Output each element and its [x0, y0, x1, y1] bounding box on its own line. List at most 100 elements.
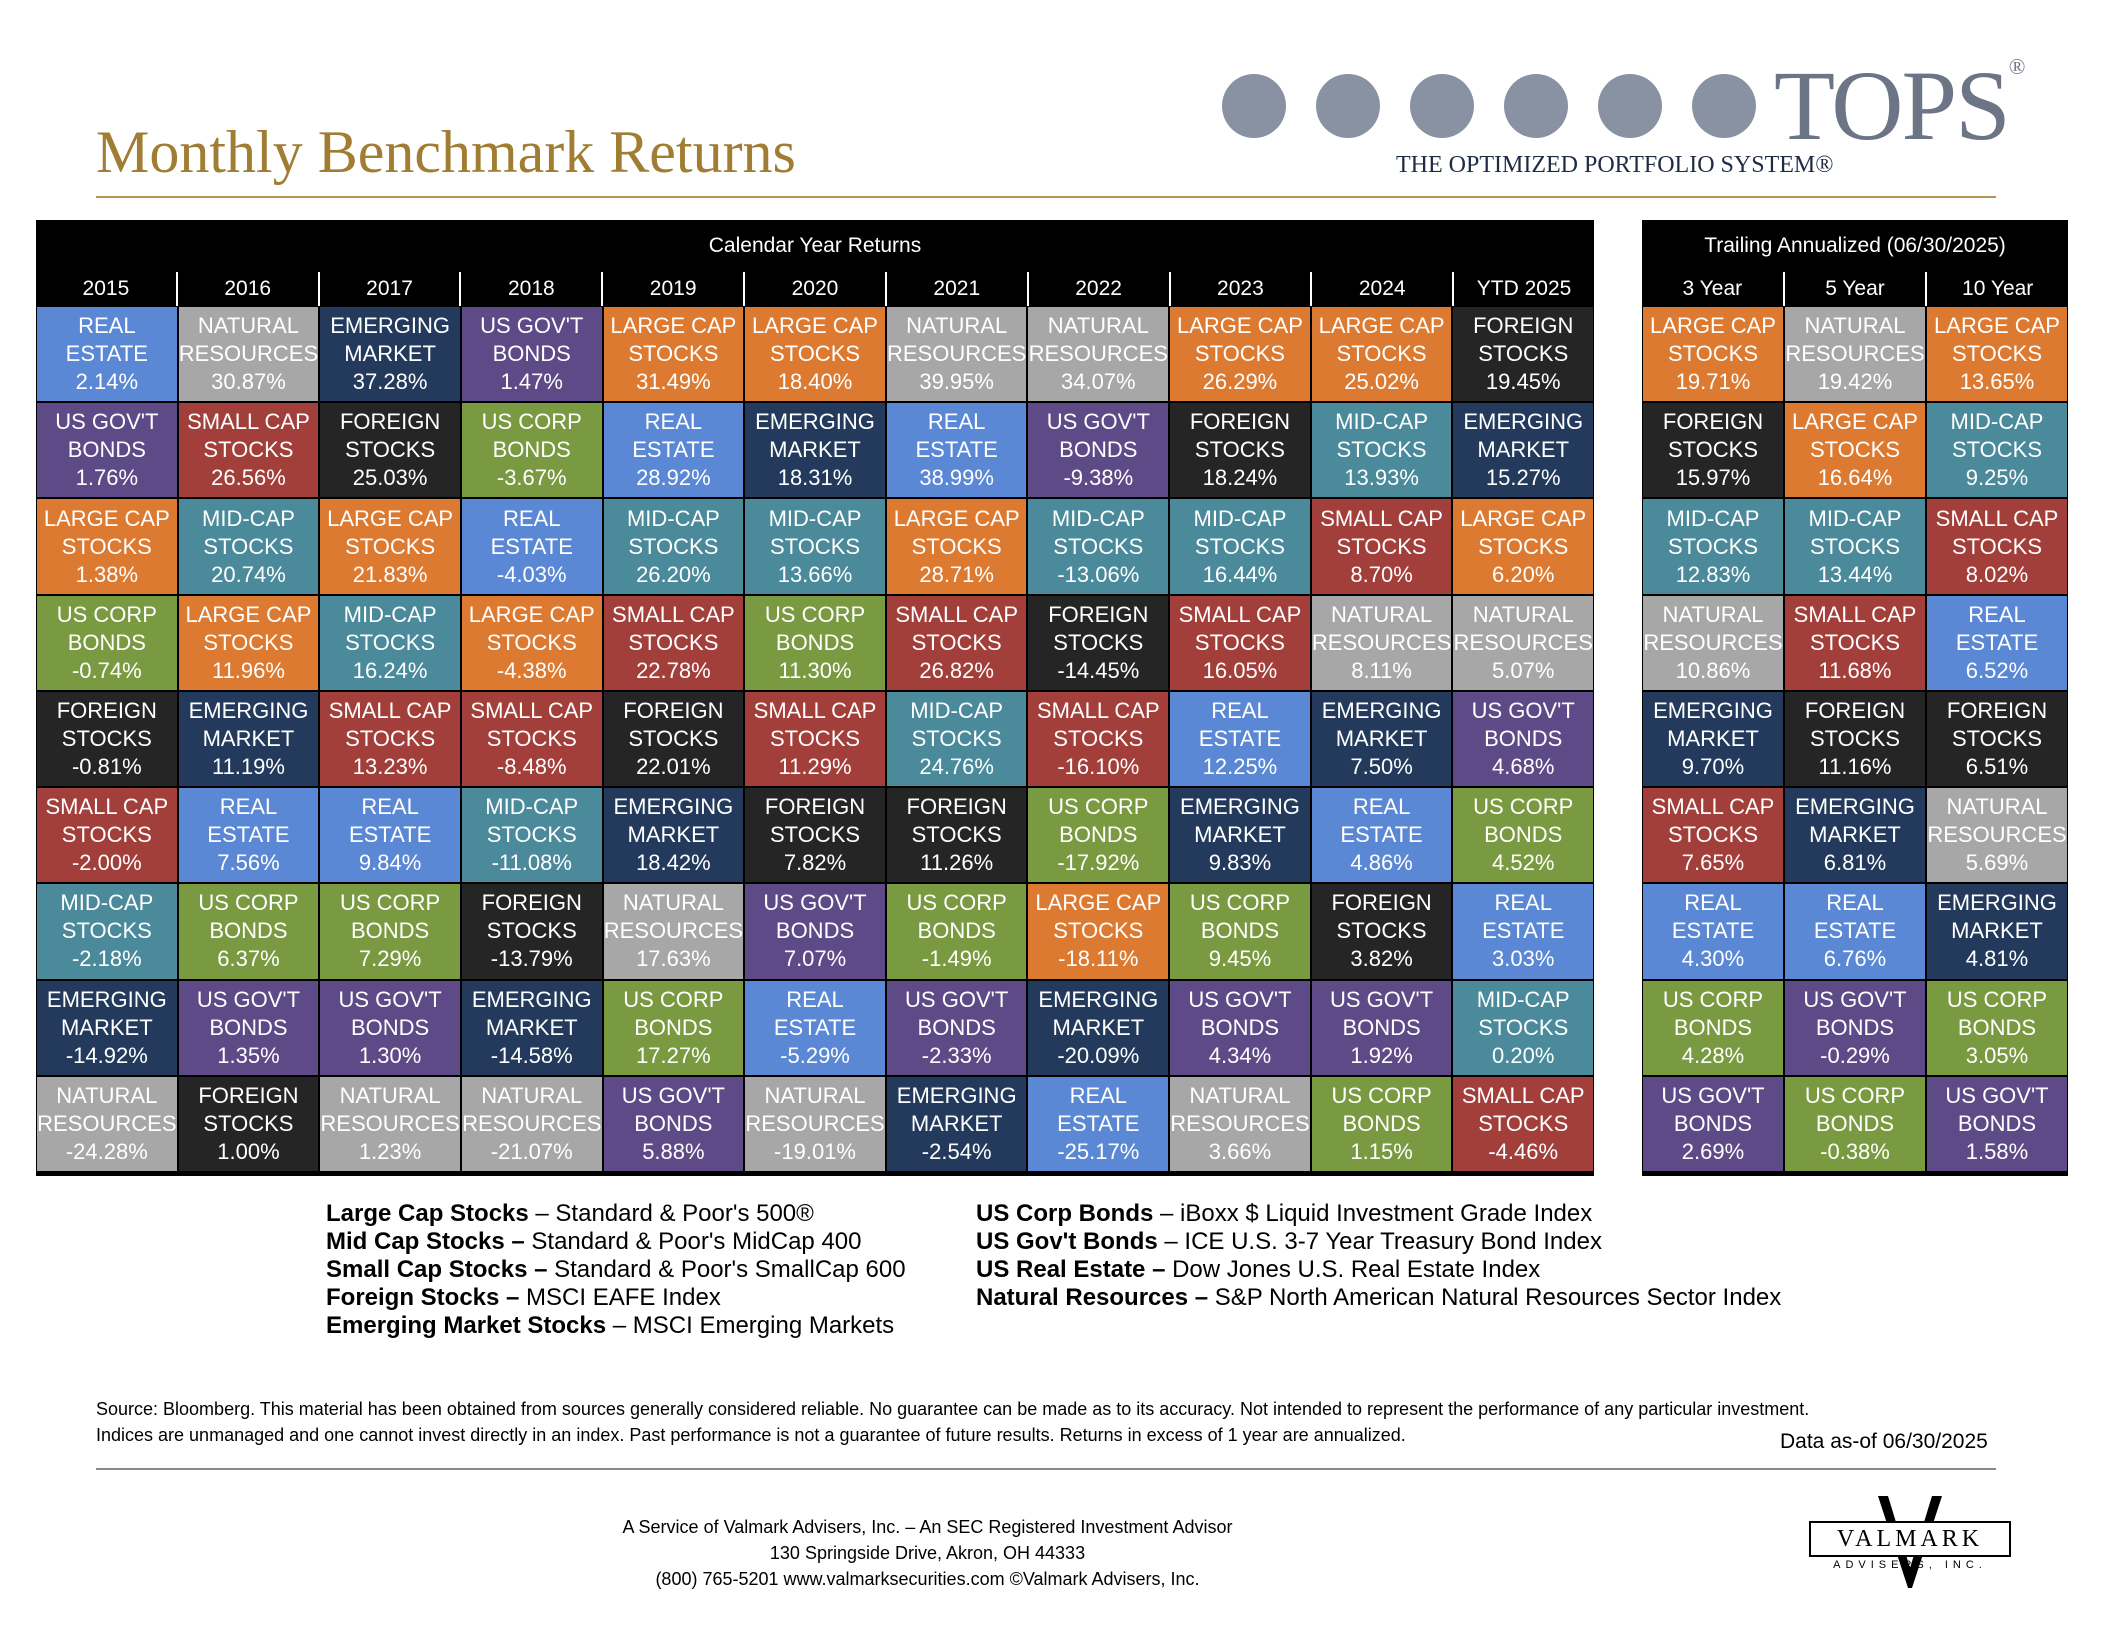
legend-entry: US Corp Bonds – iBoxx $ Liquid Investmen…	[976, 1200, 1781, 1228]
asset-label: SMALL CAP	[612, 601, 735, 627]
legend-asset: US Real Estate –	[976, 1256, 1166, 1283]
asset-label: REAL	[1968, 601, 2026, 627]
asset-label: US CORP	[1946, 986, 2048, 1012]
asset-return: 1.15%	[1350, 1138, 1413, 1164]
asset-label: RESOURCES	[1643, 629, 1783, 655]
asset-cell-corp: US CORP BONDS 7.29%	[319, 883, 461, 980]
asset-cell-em: EMERGING MARKET 6.81%	[1784, 787, 1926, 884]
asset-label: US CORP	[339, 890, 441, 916]
asset-cell-gov: US GOV'T BONDS 1.47%	[460, 306, 603, 403]
asset-return: 30.87%	[211, 369, 286, 395]
asset-return: 1.00%	[217, 1138, 280, 1164]
asset-label: STOCKS	[1667, 437, 1759, 463]
legend-entry: Emerging Market Stocks – MSCI Emerging M…	[326, 1312, 906, 1340]
asset-label: BONDS	[1484, 822, 1563, 848]
asset-label: MID-CAP	[60, 890, 154, 916]
footer-line: A Service of Valmark Advisers, Inc. – An…	[622, 1517, 1233, 1537]
asset-return: 1.38%	[75, 561, 139, 587]
trailing-grid: LARGE CAP STOCKS 19.71% FOREIGN STOCKS 15.97%…	[1642, 306, 2068, 1172]
asset-label: STOCKS	[911, 822, 1002, 848]
asset-return: 6.81%	[1823, 850, 1887, 876]
asset-return: 21.83%	[352, 561, 428, 587]
legend-asset: Mid Cap Stocks –	[326, 1228, 525, 1255]
asset-label: RESOURCES	[603, 918, 744, 944]
asset-cell-em: EMERGING MARKET 9.70%	[1642, 690, 1784, 788]
asset-cell-nr: NATURAL RESOURCES 39.95%	[885, 306, 1028, 403]
asset-return: 2.69%	[1681, 1138, 1745, 1164]
asset-return: -3.67%	[496, 465, 567, 491]
asset-label: STOCKS	[628, 629, 719, 655]
asset-return: -1.49%	[921, 946, 992, 972]
asset-return: 17.27%	[636, 1042, 711, 1068]
asset-label: MID-CAP	[910, 697, 1004, 723]
logo-wordmark: TOPS®	[1774, 50, 2025, 161]
asset-label: RESOURCES	[1927, 822, 2067, 848]
asset-cell-sc: SMALL CAP STOCKS 11.68%	[1784, 594, 1926, 691]
asset-return: 22.78%	[636, 657, 711, 683]
cal-year-10: YTD 2025	[1452, 272, 1594, 306]
asset-cell-em: EMERGING MARKET 18.42%	[602, 787, 745, 884]
asset-label: LARGE CAP	[610, 313, 737, 339]
logo-dot	[1410, 74, 1474, 138]
asset-return: 11.26%	[920, 850, 994, 876]
legend-asset: US Corp Bonds	[976, 1200, 1154, 1227]
asset-cell-sc: SMALL CAP STOCKS 16.05%	[1169, 594, 1311, 691]
asset-label: MARKET	[1809, 822, 1901, 848]
logo-dot	[1504, 74, 1568, 138]
legend-asset: US Gov't Bonds	[976, 1228, 1158, 1255]
asset-label: FOREIGN	[906, 794, 1007, 820]
asset-return: -20.09%	[1057, 1042, 1140, 1068]
asset-label: STOCKS	[1336, 341, 1427, 367]
asset-cell-em: EMERGING MARKET -14.92%	[36, 979, 178, 1076]
asset-cell-sc: SMALL CAP STOCKS 11.29%	[744, 690, 886, 788]
asset-label: FOREIGN	[764, 794, 866, 820]
asset-label: US GOV'T	[1803, 986, 1907, 1012]
asset-label: ESTATE	[1671, 918, 1755, 944]
logo-dots	[1222, 74, 1756, 138]
asset-cell-corp: US CORP BONDS 6.37%	[177, 883, 320, 980]
asset-cell-gov: US GOV'T BONDS 1.92%	[1310, 979, 1453, 1076]
asset-return: 4.34%	[1208, 1042, 1272, 1068]
asset-cell-corp: US CORP BONDS 3.05%	[1926, 979, 2068, 1076]
legend-asset: Emerging Market Stocks	[326, 1312, 607, 1339]
asset-cell-re: REAL ESTATE 9.84%	[319, 787, 461, 884]
asset-label: ESTATE	[65, 341, 148, 367]
asset-cell-corp: US CORP BONDS 4.28%	[1642, 979, 1784, 1076]
asset-label: BONDS	[1484, 725, 1563, 751]
asset-label: US CORP	[1331, 1082, 1432, 1108]
asset-return: 13.66%	[777, 561, 853, 587]
asset-return: -14.45%	[1057, 657, 1140, 683]
cal-column: REAL ESTATE 2.14% US GOV'T BONDS 1.76% LARGE C…	[36, 306, 178, 1172]
asset-cell-mc: MID-CAP STOCKS 12.83%	[1642, 498, 1784, 595]
asset-label: NATURAL	[1472, 601, 1574, 627]
asset-cell-nr: NATURAL RESOURCES 17.63%	[602, 883, 745, 980]
asset-cell-sc: SMALL CAP STOCKS -16.10%	[1027, 690, 1170, 788]
asset-cell-gov: US GOV'T BONDS -0.29%	[1784, 979, 1926, 1076]
asset-cell-em: EMERGING MARKET 37.28%	[319, 306, 461, 403]
asset-return: 1.35%	[217, 1042, 280, 1068]
asset-label: LARGE CAP	[893, 505, 1020, 531]
asset-label: REAL	[1211, 697, 1269, 723]
asset-return: 13.93%	[1344, 465, 1419, 491]
asset-label: LARGE CAP	[1792, 409, 1918, 435]
asset-return: 18.40%	[777, 369, 853, 395]
asset-return: 34.07%	[1060, 369, 1136, 395]
cal-column: LARGE CAP STOCKS 18.40% EMERGING MARKET 18.31…	[744, 306, 886, 1172]
asset-label: STOCKS	[769, 341, 861, 367]
asset-label: ESTATE	[490, 533, 573, 559]
asset-label: US CORP	[623, 986, 724, 1012]
asset-cell-nr: NATURAL RESOURCES 19.42%	[1784, 306, 1926, 403]
asset-return: 28.71%	[919, 561, 994, 587]
asset-cell-lc: LARGE CAP STOCKS 6.20%	[1452, 498, 1595, 595]
asset-label: FOREIGN	[1331, 890, 1432, 916]
asset-cell-nr: NATURAL RESOURCES -21.07%	[460, 1075, 603, 1172]
asset-label: LARGE CAP	[1460, 505, 1587, 531]
trailing-period-header: 3 Year 5 Year 10 Year	[1642, 272, 2068, 306]
asset-label: RESOURCES	[37, 1110, 177, 1136]
asset-return: -2.18%	[71, 946, 142, 972]
legend-asset: Foreign Stocks –	[326, 1284, 520, 1311]
asset-label: STOCKS	[345, 725, 436, 751]
asset-label: STOCKS	[1809, 533, 1901, 559]
legend-index: S&P North American Natural Resources Sec…	[1208, 1284, 1782, 1311]
asset-label: SMALL CAP	[1036, 697, 1160, 723]
